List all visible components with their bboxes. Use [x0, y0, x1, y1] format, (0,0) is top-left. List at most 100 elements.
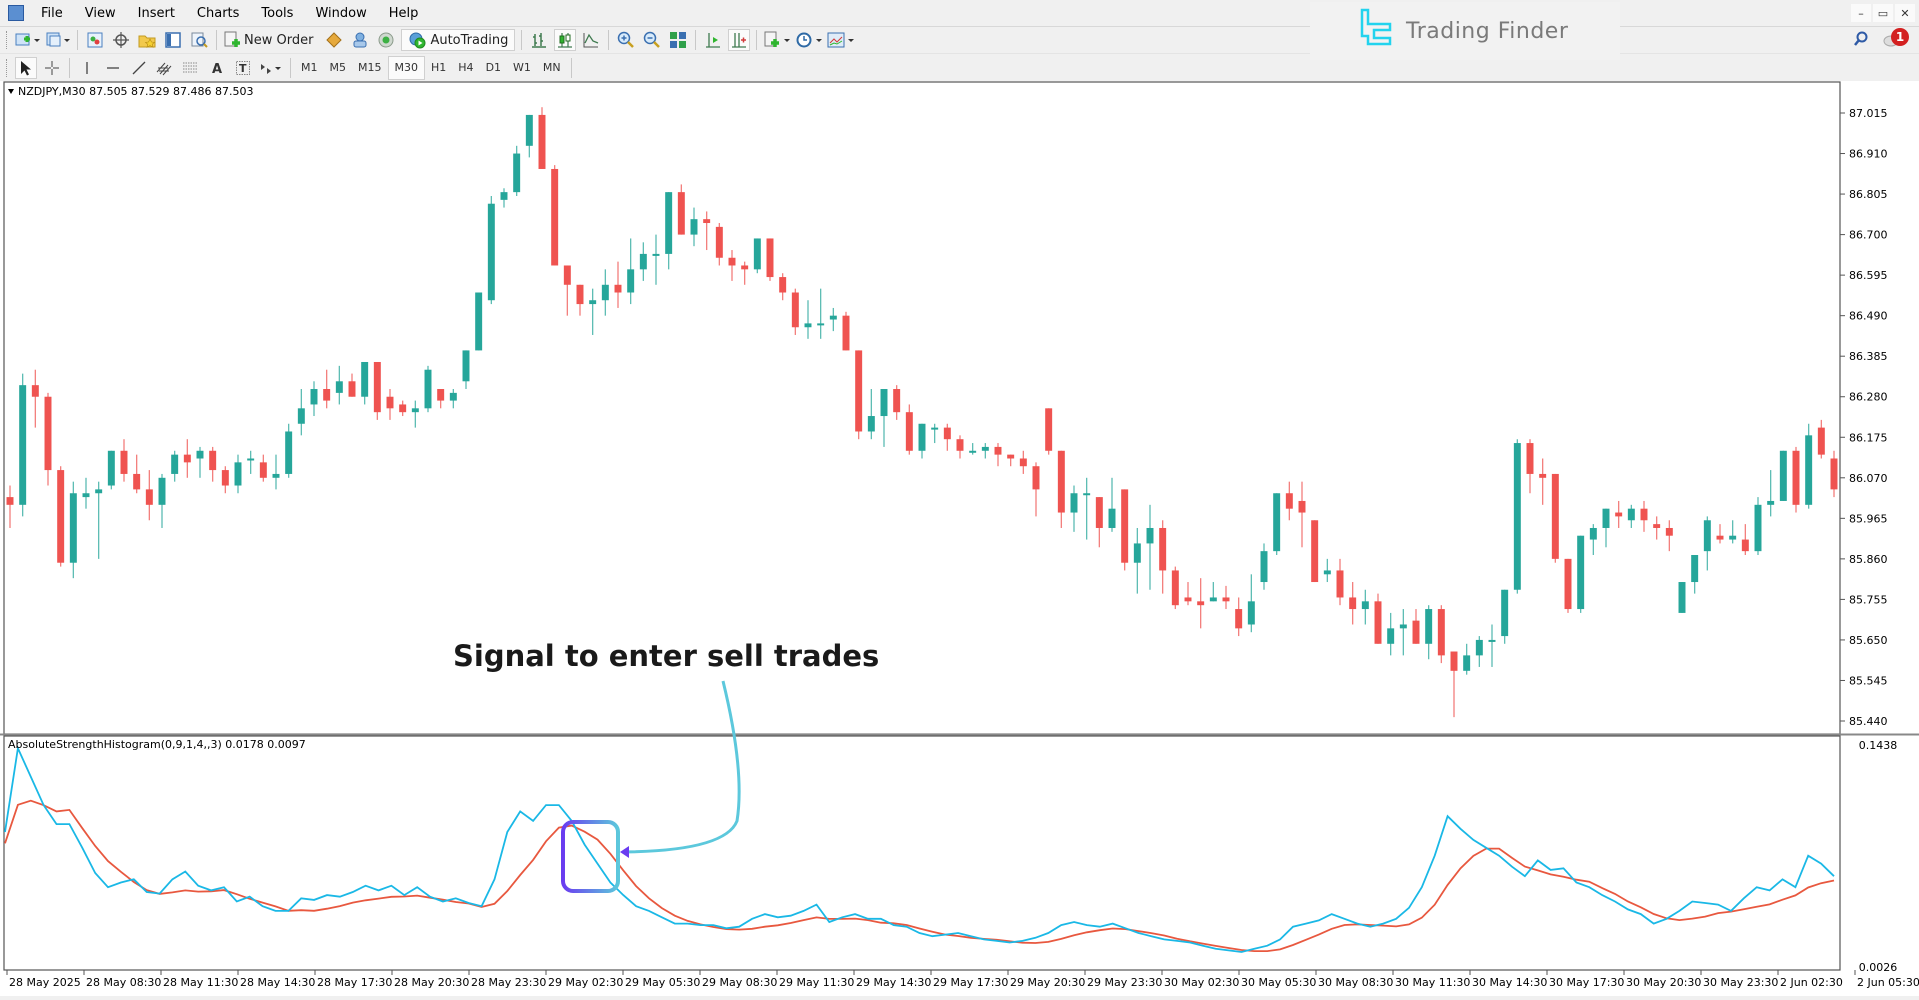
timeframe-m15[interactable]: M15 [358, 61, 382, 74]
notification-badge: 1 [1891, 28, 1909, 46]
zoom-out-button[interactable] [641, 29, 663, 51]
notifications-button[interactable]: 1 [1883, 28, 1909, 50]
toolbar-grip[interactable] [6, 58, 10, 77]
vertical-line-button[interactable] [76, 57, 98, 79]
time-label: 30 May 11:30 [1395, 976, 1470, 989]
candle [1197, 578, 1205, 629]
close-button[interactable]: ✕ [1895, 4, 1915, 22]
candle [538, 107, 546, 169]
arrows-button[interactable] [258, 57, 284, 79]
timeframe-h1[interactable]: H1 [431, 61, 447, 74]
chart-window[interactable]: 87.015 86.910 86.805 86.700 86.595 86.490 86.3… [0, 81, 1919, 996]
price-label: 87.015 [1849, 107, 1888, 120]
autotrading-button[interactable]: AutoTrading [401, 29, 516, 51]
candle [1805, 423, 1813, 509]
menu-window[interactable]: Window [315, 5, 367, 21]
menu-tools[interactable]: Tools [261, 5, 294, 21]
candle [1640, 500, 1648, 532]
timeframe-d1[interactable]: D1 [485, 61, 502, 74]
trendline-button[interactable] [128, 57, 150, 79]
trendline-icon [132, 61, 146, 74]
chart-shift-button[interactable] [702, 29, 724, 51]
candle [183, 439, 191, 478]
price-label: 86.805 [1849, 188, 1888, 201]
time-label: 29 May 05:30 [625, 976, 700, 989]
menu-file[interactable]: File [41, 5, 63, 21]
brand-name: Trading Finder [1406, 18, 1569, 44]
time-label: 30 May 08:30 [1318, 976, 1393, 989]
menu-charts[interactable]: Charts [196, 5, 240, 21]
crosshair-button[interactable] [41, 57, 63, 79]
candle [1602, 508, 1610, 548]
candle [652, 234, 660, 285]
timeframe-w1[interactable]: W1 [513, 61, 531, 74]
toolbar-grip[interactable] [6, 31, 10, 49]
line-chart-icon [583, 33, 599, 48]
text-button[interactable]: A [206, 57, 228, 79]
search-icon[interactable] [1853, 31, 1869, 47]
candle [1171, 566, 1179, 610]
menu-insert[interactable]: Insert [137, 5, 175, 21]
candle [1779, 450, 1787, 501]
periods-button[interactable] [795, 29, 823, 51]
metaeditor-button[interactable] [323, 29, 345, 51]
candle [867, 389, 875, 440]
strategy-tester-button[interactable] [188, 29, 210, 51]
timeframe-h4[interactable]: H4 [458, 61, 474, 74]
price-label: 86.385 [1849, 350, 1888, 363]
market-button[interactable] [375, 29, 397, 51]
time-label: 30 May 17:30 [1549, 976, 1624, 989]
candle [1691, 555, 1699, 594]
candle [348, 373, 356, 397]
indicator-main-line [4, 745, 1835, 953]
autoscroll-button[interactable] [728, 29, 751, 51]
chart-canvas[interactable]: 87.015 86.910 86.805 86.700 86.595 86.490 86.3… [0, 81, 1919, 996]
timeframe-m30[interactable]: M30 [387, 55, 425, 80]
timeframe-mn[interactable]: MN [542, 61, 561, 74]
candlesticks-button[interactable] [554, 29, 577, 51]
price-label: 86.910 [1849, 148, 1888, 161]
text-label-button[interactable]: T [232, 57, 254, 79]
zoom-in-button[interactable] [615, 29, 637, 51]
timeframe-m5[interactable]: M5 [329, 61, 347, 74]
candle [1070, 485, 1078, 532]
fibonacci-button[interactable] [180, 57, 202, 79]
candlestick-series [6, 107, 1838, 718]
price-label: 85.545 [1849, 674, 1888, 687]
templates-button[interactable] [827, 29, 855, 51]
restore-button[interactable]: ▭ [1873, 4, 1893, 22]
toolbar-separator [695, 30, 697, 50]
minimize-button[interactable]: – [1851, 4, 1871, 22]
candle [741, 261, 749, 285]
candle [1083, 477, 1091, 540]
horizontal-line-button[interactable] [102, 57, 124, 79]
tile-windows-button[interactable] [667, 29, 689, 51]
equidistant-channel-button[interactable] [154, 57, 176, 79]
candle [1121, 489, 1129, 571]
cursor-button[interactable] [15, 56, 37, 79]
signals-button[interactable] [349, 29, 371, 51]
bar-chart-button[interactable] [528, 29, 550, 51]
candle [285, 423, 293, 478]
toolbar-separator [77, 30, 78, 50]
candle [1311, 520, 1319, 583]
candle [310, 381, 318, 417]
menu-view[interactable]: View [84, 5, 116, 21]
indicators-button[interactable] [763, 29, 791, 51]
market-watch-button[interactable] [84, 29, 106, 51]
profiles-button[interactable] [45, 29, 71, 51]
data-window-button[interactable] [110, 29, 132, 51]
navigator-icon [138, 35, 156, 48]
menu-help[interactable]: Help [388, 5, 419, 21]
terminal-button[interactable] [162, 29, 184, 51]
new-chart-icon [15, 33, 40, 46]
line-chart-button[interactable] [580, 29, 602, 51]
new-chart-button[interactable] [15, 29, 41, 51]
new-order-button[interactable]: New Order [223, 29, 319, 51]
chart-menu-triangle-icon[interactable] [8, 89, 14, 94]
candle [1273, 493, 1281, 556]
candle [19, 373, 27, 517]
navigator-button[interactable] [136, 29, 158, 51]
timeframe-m1[interactable]: M1 [301, 61, 318, 74]
candle [272, 454, 280, 490]
